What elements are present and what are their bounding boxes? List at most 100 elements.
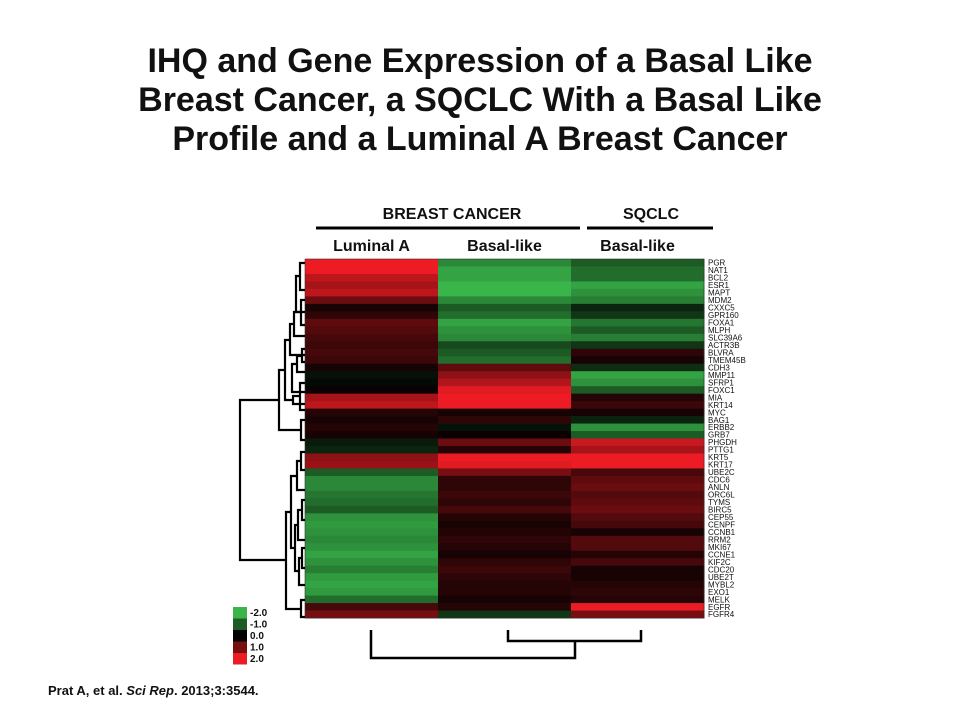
heatmap-cell: [305, 558, 439, 567]
heatmap-cell: [571, 468, 705, 477]
citation-journal: Sci Rep: [126, 683, 174, 698]
gene-label: PTTG1: [708, 446, 734, 455]
heatmap-cell: [305, 580, 439, 589]
gene-label: NAT1: [708, 266, 728, 275]
heatmap-cell: [571, 356, 705, 365]
heatmap-cell: [305, 333, 439, 342]
gene-label: BIRC5: [708, 506, 732, 515]
gene-label: BCL2: [708, 274, 729, 283]
heatmap-cell: [305, 266, 439, 275]
heatmap-cell: [571, 296, 705, 305]
heatmap-cell: [305, 610, 439, 619]
gene-label: EXO1: [708, 588, 730, 597]
heatmap-cell: [305, 259, 439, 267]
legend-label: 2.0: [250, 654, 264, 665]
heatmap-cell: [305, 318, 439, 327]
heatmap-cell: [305, 303, 439, 312]
heatmap-cell: [305, 371, 439, 380]
heatmap-cell: [571, 259, 705, 267]
gene-label: MLPH: [708, 326, 730, 335]
heatmap-cell: [571, 610, 705, 619]
gene-label: MIA: [708, 393, 723, 402]
heatmap-cell: [571, 460, 705, 469]
gene-label: MAPT: [708, 289, 730, 298]
heatmap-cell: [438, 558, 572, 567]
heatmap-cell: [571, 588, 705, 596]
gene-label: SLC39A6: [708, 333, 743, 342]
gene-label: TYMS: [708, 498, 730, 507]
heatmap-cell: [305, 550, 439, 559]
legend-swatch: [233, 618, 247, 630]
heatmap-cell: [438, 490, 572, 499]
heatmap-cell: [571, 431, 705, 439]
heatmap-cell: [438, 573, 572, 582]
legend-swatch: [233, 607, 247, 619]
heatmap-cell: [305, 401, 439, 409]
heatmap-cell: [305, 408, 439, 417]
gene-label: CENPF: [708, 520, 735, 529]
heatmap-cell: [571, 371, 705, 380]
heatmap-cell: [571, 311, 705, 320]
heatmap-cell: [438, 513, 572, 522]
heatmap-cell: [305, 603, 439, 611]
heatmap-cell: [438, 416, 572, 424]
group-header-sqclc: SQCLC: [623, 206, 679, 223]
heatmap-cell: [571, 550, 705, 559]
gene-label: RRM2: [708, 535, 731, 544]
heatmap-cell: [571, 483, 705, 492]
heatmap-cell: [571, 303, 705, 312]
gene-label: CXXC5: [708, 304, 735, 313]
heatmap-cell: [438, 580, 572, 589]
heatmap-cell: [305, 520, 439, 529]
heatmap-cell: [438, 378, 572, 387]
legend-label: 0.0: [250, 631, 264, 642]
column-label-2: Basal-like: [467, 238, 542, 255]
heatmap-cell: [305, 505, 439, 514]
gene-label: MMP11: [708, 371, 736, 380]
heatmap-cell: [571, 416, 705, 424]
heatmap-cell: [571, 333, 705, 342]
legend-swatch: [233, 630, 247, 642]
heatmap-cell: [438, 453, 572, 462]
heatmap-cell: [571, 408, 705, 417]
heatmap-cell: [305, 416, 439, 424]
heatmap-cell: [438, 505, 572, 514]
heatmap-cell: [571, 423, 705, 432]
heatmap-cell: [305, 288, 439, 297]
legend-swatch: [233, 641, 247, 653]
gene-label: ERBB2: [708, 423, 735, 432]
column-label-3: Basal-like: [600, 238, 675, 255]
heatmap-cell: [305, 513, 439, 522]
dendrogram-branch: [300, 546, 305, 570]
heatmap-border: [304, 258, 705, 619]
heatmap-cell: [305, 543, 439, 552]
heatmap-cell: [438, 341, 572, 350]
heatmap-cell: [438, 535, 572, 544]
heatmap-cell: [305, 446, 439, 454]
column-dendrogram-inner: [506, 630, 643, 643]
title-line-3: Profile and a Luminal A Breast Cancer: [172, 120, 788, 158]
heatmap-cell: [438, 311, 572, 320]
gene-label: CEP55: [708, 513, 734, 522]
column-dendrogram-outer: [369, 630, 577, 660]
heatmap-cell: [571, 281, 705, 290]
heatmap-cell: [305, 438, 439, 447]
heatmap-cell: [571, 386, 705, 395]
heatmap-cell: [305, 296, 439, 305]
heatmap-cell: [438, 588, 572, 596]
heatmap-cell: [571, 580, 705, 589]
group-header-breast-cancer: BREAST CANCER: [383, 206, 522, 223]
heatmap-cell: [305, 460, 439, 469]
heatmap-cell: [305, 386, 439, 395]
heatmap-cell: [438, 281, 572, 290]
heatmap-cell: [305, 281, 439, 290]
heatmap-cell: [438, 356, 572, 365]
dendrogram-branch: [238, 398, 286, 562]
legend-label: -2.0: [250, 608, 268, 619]
heatmap-cell: [438, 318, 572, 327]
gene-label: PHGDH: [708, 438, 737, 447]
heatmap-cell: [571, 505, 705, 514]
gene-label: TMEM45B: [708, 356, 746, 365]
heatmap-cell: [438, 333, 572, 342]
